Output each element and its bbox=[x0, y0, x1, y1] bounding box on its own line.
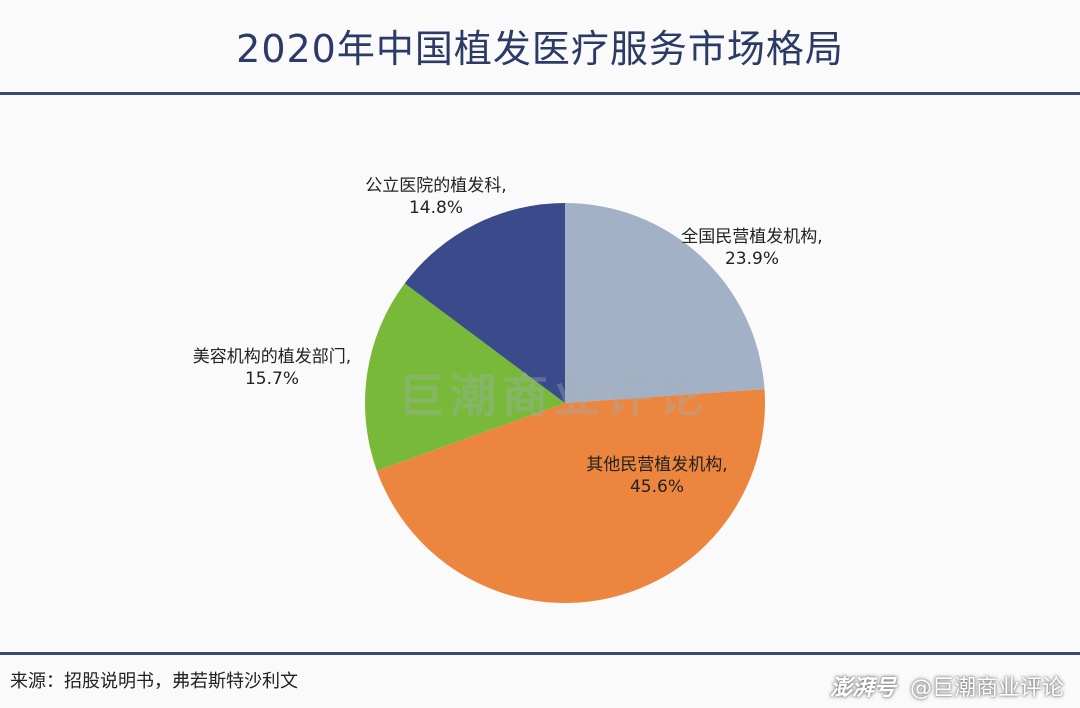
pie-slices bbox=[365, 203, 766, 603]
brand-logo-text: 澎湃号 bbox=[829, 676, 896, 701]
pie-slice bbox=[565, 203, 765, 403]
source-note: 来源：招股说明书，弗若斯特沙利文 bbox=[10, 671, 298, 692]
account-name: @巨潮商业评论 bbox=[909, 676, 1064, 701]
slice-value-label: 15.7% bbox=[245, 369, 299, 389]
pie-slice bbox=[376, 389, 766, 603]
slice-value-label: 23.9% bbox=[725, 249, 779, 269]
pie-slice bbox=[404, 203, 565, 403]
top-divider bbox=[0, 92, 1080, 95]
slice-value-label: 45.6% bbox=[630, 477, 684, 497]
credit: 澎湃号 @巨潮商业评论 bbox=[830, 670, 1064, 702]
watermark-text: 巨潮商业评论 bbox=[398, 369, 710, 423]
slice-label: 全国民营植发机构, bbox=[681, 227, 822, 247]
pie-labels: 全国民营植发机构,23.9% 其他民营植发机构,45.6% 美容机构的植发部门,15… bbox=[193, 176, 823, 497]
pie-slice bbox=[365, 283, 565, 471]
slice-label: 其他民营植发机构, bbox=[586, 455, 727, 475]
page-title: 2020年中国植发医疗服务市场格局 bbox=[236, 27, 844, 71]
slice-label: 美容机构的植发部门, bbox=[193, 347, 351, 367]
bottom-divider bbox=[0, 652, 1080, 655]
slice-label: 公立医院的植发科, bbox=[365, 176, 506, 196]
slice-value-label: 14.8% bbox=[409, 198, 463, 218]
